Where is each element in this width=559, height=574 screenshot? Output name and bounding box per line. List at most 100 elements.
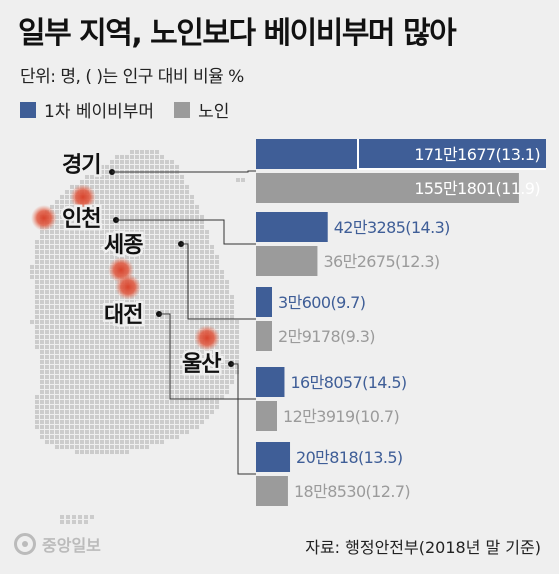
data-label-elderly-2: 2만9178(9.3) bbox=[278, 327, 375, 346]
map-dot bbox=[130, 340, 134, 344]
map-dot bbox=[95, 285, 99, 289]
data-label-elderly-1: 36만2675(12.3) bbox=[323, 252, 439, 271]
map-dot bbox=[165, 255, 169, 259]
map-dot bbox=[65, 350, 69, 354]
map-dot bbox=[165, 215, 169, 219]
map-dot bbox=[95, 250, 99, 254]
map-dot bbox=[170, 375, 174, 379]
map-dot bbox=[115, 405, 119, 409]
map-dot bbox=[220, 345, 224, 349]
map-dot bbox=[100, 285, 104, 289]
map-dot bbox=[70, 375, 74, 379]
map-dot bbox=[205, 355, 209, 359]
map-dot bbox=[130, 175, 134, 179]
map-dot bbox=[100, 235, 104, 239]
map-dot bbox=[50, 260, 54, 264]
map-dot bbox=[125, 320, 129, 324]
map-dot bbox=[155, 275, 159, 279]
map-dot bbox=[95, 185, 99, 189]
map-dot bbox=[55, 435, 59, 439]
map-dot bbox=[50, 425, 54, 429]
map-dot bbox=[170, 395, 174, 399]
map-dot bbox=[125, 225, 129, 229]
map-dot bbox=[150, 295, 154, 299]
map-dot bbox=[55, 290, 59, 294]
map-dot bbox=[40, 295, 44, 299]
map-dot bbox=[80, 235, 84, 239]
map-dot bbox=[105, 330, 109, 334]
map-dot bbox=[160, 280, 164, 284]
map-dot bbox=[125, 165, 129, 169]
map-dot bbox=[165, 370, 169, 374]
map-dot bbox=[115, 155, 119, 159]
map-dot bbox=[80, 275, 84, 279]
map-dot bbox=[160, 320, 164, 324]
map-dot bbox=[125, 450, 129, 454]
map-dot bbox=[120, 430, 124, 434]
map-dot bbox=[90, 180, 94, 184]
map-dot bbox=[155, 250, 159, 254]
map-dot bbox=[165, 160, 169, 164]
map-dot bbox=[120, 155, 124, 159]
map-dot bbox=[125, 245, 129, 249]
map-dot bbox=[215, 280, 219, 284]
map-dot bbox=[50, 355, 54, 359]
map-dot bbox=[160, 175, 164, 179]
map-dot bbox=[60, 375, 64, 379]
map-dot bbox=[175, 185, 179, 189]
map-dot bbox=[160, 315, 164, 319]
map-dot bbox=[150, 250, 154, 254]
map-dot bbox=[125, 300, 129, 304]
map-dot bbox=[170, 370, 174, 374]
map-dot bbox=[190, 295, 194, 299]
map-dot bbox=[105, 215, 109, 219]
map-dot bbox=[155, 225, 159, 229]
map-dot bbox=[105, 300, 109, 304]
map-dot bbox=[85, 270, 89, 274]
legend-item-elderly: 노인 bbox=[174, 97, 229, 122]
map-dot bbox=[205, 250, 209, 254]
map-dot bbox=[90, 415, 94, 419]
region-label-1: 인천 bbox=[62, 207, 100, 232]
map-dot bbox=[205, 310, 209, 314]
map-dot bbox=[55, 370, 59, 374]
map-dot bbox=[160, 265, 164, 269]
connector-line-0 bbox=[112, 170, 256, 173]
map-dot bbox=[120, 205, 124, 209]
map-dot bbox=[200, 365, 204, 369]
map-dot bbox=[155, 290, 159, 294]
island-dot bbox=[90, 515, 94, 519]
map-dot bbox=[165, 305, 169, 309]
map-dot bbox=[120, 450, 124, 454]
map-dot bbox=[85, 310, 89, 314]
map-dot bbox=[125, 390, 129, 394]
map-dot bbox=[225, 350, 229, 354]
map-dot bbox=[90, 330, 94, 334]
map-dot bbox=[130, 180, 134, 184]
map-dot bbox=[105, 385, 109, 389]
map-dot bbox=[155, 165, 159, 169]
map-dot bbox=[80, 400, 84, 404]
map-dot bbox=[80, 315, 84, 319]
map-dot bbox=[170, 420, 174, 424]
map-dot bbox=[110, 205, 114, 209]
map-dot bbox=[95, 190, 99, 194]
map-dot bbox=[130, 230, 134, 234]
map-dot bbox=[150, 175, 154, 179]
map-dot bbox=[85, 250, 89, 254]
map-dot bbox=[160, 275, 164, 279]
map-dot bbox=[115, 435, 119, 439]
map-dot bbox=[50, 385, 54, 389]
map-dot bbox=[145, 185, 149, 189]
map-dot bbox=[100, 200, 104, 204]
map-dot bbox=[100, 415, 104, 419]
map-dot bbox=[185, 335, 189, 339]
map-dot bbox=[180, 255, 184, 259]
map-dot bbox=[225, 370, 229, 374]
map-dot bbox=[150, 375, 154, 379]
map-dot bbox=[205, 270, 209, 274]
map-dot bbox=[185, 210, 189, 214]
map-dot bbox=[100, 305, 104, 309]
map-dot bbox=[210, 365, 214, 369]
